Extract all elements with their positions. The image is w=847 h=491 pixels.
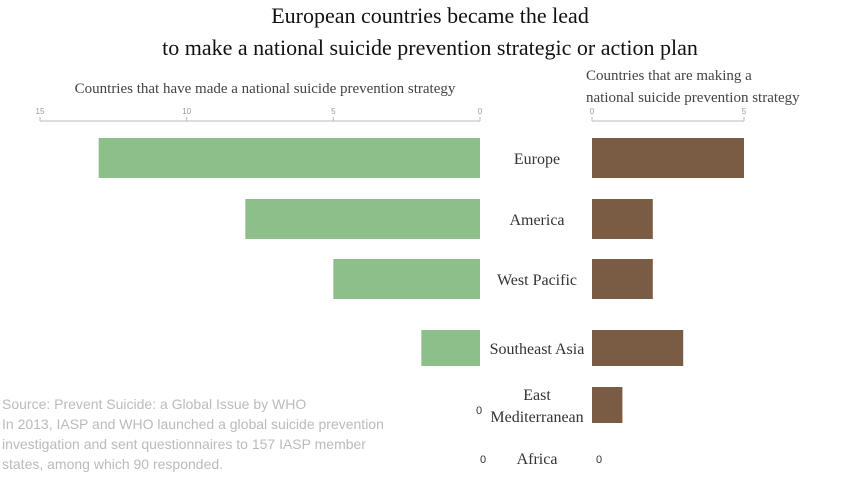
right-series-title-line-1: Countries that are making a [586, 68, 752, 84]
left-bar-southeast-asia [421, 330, 480, 366]
source-line-4: states, among which 90 responded. [2, 456, 223, 472]
left-bar-west-pacific [333, 259, 480, 299]
category-label: Mediterranean [490, 409, 583, 426]
left-tick-label: 5 [331, 107, 336, 116]
right-series-title-line-2: national suicide prevention strategy [586, 90, 800, 106]
right-bar-southeast-asia [592, 330, 684, 366]
left-series-title: Countries that have made a national suic… [75, 81, 456, 97]
right-tick-label: 5 [742, 107, 747, 116]
source-line-1: Source: Prevent Suicide: a Global Issue … [2, 396, 306, 412]
left-bar-europe [98, 138, 481, 178]
right-bar-west-pacific [592, 259, 653, 299]
category-label: Europe [514, 151, 560, 168]
category-label: West Pacific [497, 272, 577, 289]
source-line-2: In 2013, IASP and WHO launched a global … [2, 416, 384, 432]
left-tick-label: 10 [182, 107, 191, 116]
right-zero-label: 0 [596, 454, 602, 466]
chart-title-line-1: European countries became the lead [271, 3, 589, 28]
left-zero-label: 0 [476, 405, 482, 417]
right-bar-america [592, 199, 653, 239]
left-bar-america [245, 199, 480, 239]
left-zero-label: 0 [480, 454, 486, 466]
category-labels: Europe America West Pacific Southeast Asia E… [490, 151, 585, 468]
source-note: Source: Prevent Suicide: a Global Issue … [2, 396, 384, 472]
chart-title: European countries became the lead to ma… [162, 3, 698, 60]
right-bar-europe [592, 138, 744, 178]
right-series: Countries that are making a national sui… [586, 68, 800, 423]
left-tick-label: 0 [478, 107, 483, 116]
right-bar-east-mediterranean [592, 387, 623, 423]
category-label: America [509, 212, 564, 229]
zero-value-labels: 0 0 0 [476, 405, 602, 466]
category-label: Africa [517, 451, 558, 468]
category-label: East [523, 387, 551, 404]
category-label: Southeast Asia [490, 341, 585, 358]
left-tick-label: 15 [36, 107, 45, 116]
source-line-3: investigation and sent questionnaires to… [2, 436, 366, 452]
chart-title-line-2: to make a national suicide prevention st… [162, 35, 698, 60]
right-tick-label: 0 [590, 107, 595, 116]
left-series: Countries that have made a national suic… [36, 81, 483, 366]
